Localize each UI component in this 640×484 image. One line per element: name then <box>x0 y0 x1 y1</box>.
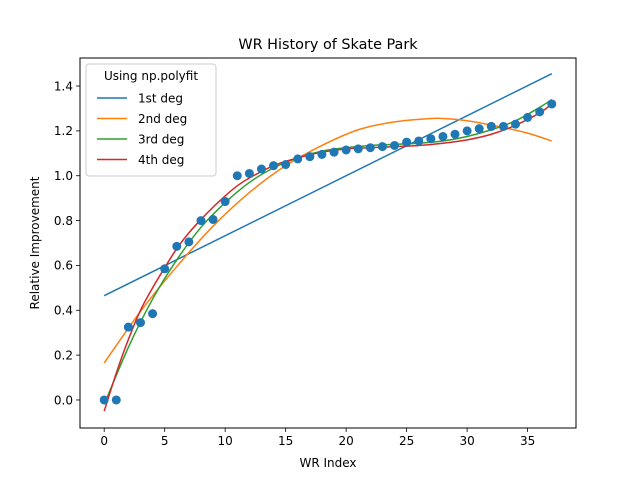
data-point-36 <box>535 107 545 117</box>
data-point-2 <box>123 322 133 332</box>
data-point-28 <box>438 131 448 141</box>
data-point-6 <box>172 241 182 251</box>
legend-label-4: 4th deg <box>138 153 184 167</box>
data-point-9 <box>208 214 218 224</box>
data-point-23 <box>377 142 387 152</box>
x-tick-label-35: 35 <box>520 434 535 448</box>
data-point-1 <box>111 395 121 405</box>
x-axis-label: WR Index <box>299 456 356 470</box>
y-tick-label-1.2: 1.2 <box>54 124 73 138</box>
data-point-14 <box>269 161 279 171</box>
data-point-0 <box>99 395 109 405</box>
data-point-24 <box>390 140 400 150</box>
data-point-30 <box>462 126 472 136</box>
legend: Using np.polyfit 1st deg 2nd deg 3rd deg 4t… <box>85 63 217 177</box>
legend-label-3: 3rd deg <box>138 132 184 146</box>
y-tick-label-0.2: 0.2 <box>54 348 73 362</box>
data-point-12 <box>244 168 254 178</box>
data-point-19 <box>329 147 339 157</box>
legend-entries: 1st deg 2nd deg 3rd deg 4th deg <box>97 91 187 167</box>
data-point-32 <box>486 121 496 131</box>
data-point-16 <box>293 154 303 164</box>
data-point-33 <box>498 121 508 131</box>
data-point-22 <box>365 143 375 153</box>
x-tick-label-10: 10 <box>218 434 233 448</box>
y-tick-label-0.8: 0.8 <box>54 214 73 228</box>
y-tick-label-0.6: 0.6 <box>54 259 73 273</box>
y-tick-label-0.4: 0.4 <box>54 304 73 318</box>
axes-frame <box>79 57 577 429</box>
series-line-1 <box>103 73 553 297</box>
data-point-11 <box>232 171 242 181</box>
data-point-21 <box>353 144 363 154</box>
data-point-8 <box>196 216 206 226</box>
data-point-31 <box>474 124 484 134</box>
x-tick-label-15: 15 <box>278 434 293 448</box>
data-point-37 <box>547 99 557 109</box>
legend-label-1: 1st deg <box>138 91 183 105</box>
y-tick-label-0.0: 0.0 <box>54 393 73 407</box>
chart-title: WR History of Skate Park <box>238 37 418 53</box>
plot-area <box>99 73 557 412</box>
data-point-17 <box>305 152 315 162</box>
legend-title: Using np.polyfit <box>104 69 198 83</box>
data-point-15 <box>281 160 291 170</box>
data-point-25 <box>402 137 412 147</box>
y-axis-ticks: 0.0 0.2 0.4 0.6 0.8 1.0 1.2 1.4 <box>54 79 80 407</box>
data-point-27 <box>426 134 436 144</box>
data-point-10 <box>220 197 230 207</box>
x-tick-label-0: 0 <box>100 434 108 448</box>
data-point-13 <box>256 164 266 174</box>
x-tick-label-20: 20 <box>339 434 354 448</box>
legend-label-2: 2nd deg <box>138 112 187 126</box>
data-point-5 <box>160 264 170 274</box>
data-point-26 <box>414 136 424 146</box>
data-point-4 <box>148 309 158 319</box>
data-point-20 <box>341 145 351 155</box>
y-tick-label-1.0: 1.0 <box>54 169 73 183</box>
data-point-35 <box>523 112 533 122</box>
data-point-29 <box>450 129 460 139</box>
x-axis-ticks: 0 5 10 15 20 25 30 35 <box>100 428 535 448</box>
legend-box <box>85 63 217 177</box>
data-point-18 <box>317 149 327 159</box>
y-axis-label: Relative Improvement <box>28 176 42 309</box>
y-tick-label-1.4: 1.4 <box>54 79 73 93</box>
x-tick-label-5: 5 <box>161 434 169 448</box>
data-point-34 <box>511 119 521 129</box>
x-tick-label-30: 30 <box>459 434 474 448</box>
data-point-7 <box>184 237 194 247</box>
data-point-3 <box>135 318 145 328</box>
x-tick-label-25: 25 <box>399 434 414 448</box>
data-points <box>99 99 557 405</box>
